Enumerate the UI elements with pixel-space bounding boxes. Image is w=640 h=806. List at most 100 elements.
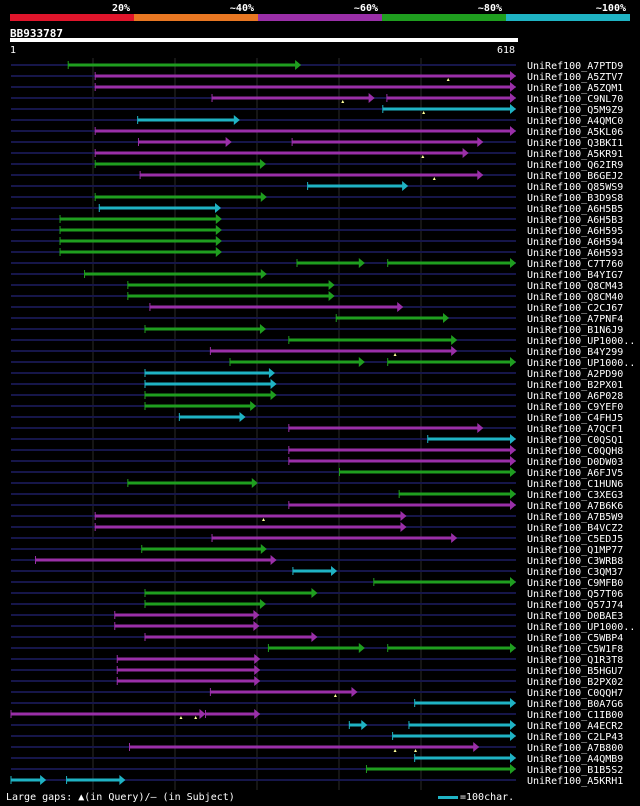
alignment-segment[interactable] [95, 151, 464, 155]
alignment-segment[interactable] [336, 316, 444, 320]
hit-row[interactable]: UniRef100_B4Y299 [11, 346, 623, 358]
hit-row[interactable]: UniRef100_Q8CM40 [11, 291, 623, 303]
hit-row[interactable]: UniRef100_A5ZQM1 [11, 82, 623, 94]
hit-row[interactable]: UniRef100_B6GEJ2 [11, 170, 623, 182]
alignment-segment[interactable] [373, 580, 511, 584]
alignment-segment[interactable] [95, 85, 512, 89]
hit-row[interactable]: UniRef100_C2LP43 [11, 731, 623, 743]
alignment-segment[interactable] [60, 250, 217, 254]
hit-label[interactable]: UniRef100_Q1R3T8 [527, 655, 623, 666]
hit-row[interactable]: UniRef100_UP1000.. [11, 357, 635, 369]
hit-row[interactable]: UniRef100_B2PX02 [11, 676, 623, 688]
alignment-segment[interactable] [339, 470, 511, 474]
alignment-segment[interactable] [35, 558, 272, 562]
alignment-segment[interactable] [145, 602, 261, 606]
hit-label[interactable]: UniRef100_A5KR91 [527, 149, 623, 160]
hit-row[interactable]: UniRef100_C1HUN6 [11, 478, 623, 490]
hit-row[interactable]: UniRef100_B5HGU7 [11, 665, 623, 677]
hit-row[interactable]: UniRef100_C0QQH8 [11, 445, 623, 457]
hit-row[interactable]: UniRef100_Q1MP77 [11, 544, 623, 556]
hit-label[interactable]: UniRef100_A7B5W9 [527, 512, 623, 523]
hit-row[interactable]: UniRef100_D0DW03 [11, 456, 623, 468]
alignment-segment[interactable] [297, 261, 360, 265]
alignment-segment[interactable] [117, 657, 256, 661]
hit-row[interactable]: UniRef100_C5WBP4 [11, 632, 623, 644]
hit-label[interactable]: UniRef100_B2PX02 [527, 677, 623, 688]
alignment-segment[interactable] [382, 107, 511, 111]
hit-row[interactable]: UniRef100_C4FHJ5 [11, 412, 623, 424]
hit-label[interactable]: UniRef100_C7T760 [527, 259, 623, 270]
hit-label[interactable]: UniRef100_Q8CM40 [527, 292, 623, 303]
alignment-segment[interactable] [392, 734, 511, 738]
hit-label[interactable]: UniRef100_C4FHJ5 [527, 413, 623, 424]
hit-label[interactable]: UniRef100_C9YEF0 [527, 402, 623, 413]
hit-label[interactable]: UniRef100_Q57J74 [527, 600, 623, 611]
alignment-segment[interactable] [66, 778, 121, 782]
hit-label[interactable]: UniRef100_A6H5B5 [527, 204, 623, 215]
alignment-segment[interactable] [145, 371, 270, 375]
hit-label[interactable]: UniRef100_Q1MP77 [527, 545, 623, 556]
hit-label[interactable]: UniRef100_C3WRB8 [527, 556, 623, 567]
hit-label[interactable]: UniRef100_C1HUN6 [527, 479, 623, 490]
hit-row[interactable]: UniRef100_Q8CM43 [11, 280, 623, 292]
hit-row[interactable]: UniRef100_Q1R3T8 [11, 654, 623, 666]
hit-row[interactable]: UniRef100_C9YEF0 [11, 401, 623, 413]
hit-row[interactable]: UniRef100_Q62IR9 [11, 159, 623, 171]
hit-label[interactable]: UniRef100_B6GEJ2 [527, 171, 623, 182]
alignment-segment[interactable] [205, 712, 256, 716]
hit-row[interactable]: UniRef100_A6H593 [11, 247, 623, 259]
hit-label[interactable]: UniRef100_A5KL06 [527, 127, 623, 138]
hit-row[interactable]: UniRef100_A7B6K6 [11, 500, 623, 512]
hit-label[interactable]: UniRef100_B3D9S8 [527, 193, 623, 204]
alignment-segment[interactable] [145, 404, 252, 408]
alignment-segment[interactable] [145, 591, 313, 595]
alignment-segment[interactable] [210, 690, 353, 694]
alignment-segment[interactable] [60, 228, 217, 232]
hit-label[interactable]: UniRef100_A5KRH1 [527, 776, 623, 787]
alignment-segment[interactable] [114, 613, 255, 617]
alignment-segment[interactable] [145, 393, 272, 397]
alignment-segment[interactable] [387, 360, 511, 364]
alignment-segment[interactable] [11, 712, 201, 716]
alignment-segment[interactable] [288, 503, 511, 507]
alignment-segment[interactable] [366, 767, 511, 771]
hit-label[interactable]: UniRef100_A5ZTV7 [527, 72, 623, 83]
hit-label[interactable]: UniRef100_C0QQH8 [527, 446, 623, 457]
hit-label[interactable]: UniRef100_D0BAE3 [527, 611, 623, 622]
hit-label[interactable]: UniRef100_C5W1F8 [527, 644, 623, 655]
alignment-segment[interactable] [288, 426, 479, 430]
alignment-segment[interactable] [95, 525, 402, 529]
hit-row[interactable]: UniRef100_C3QM37 [11, 566, 623, 578]
hit-row[interactable]: UniRef100_B1B5S2 [11, 764, 623, 776]
alignment-segment[interactable] [95, 195, 262, 199]
alignment-segment[interactable] [268, 646, 360, 650]
alignment-segment[interactable] [288, 338, 453, 342]
alignment-segment[interactable] [95, 514, 402, 518]
alignment-segment[interactable] [292, 569, 333, 573]
hit-row[interactable]: UniRef100_A4ECR2 [11, 720, 623, 732]
alignment-segment[interactable] [138, 140, 227, 144]
hit-label[interactable]: UniRef100_C0QSQ1 [527, 435, 623, 446]
alignment-segment[interactable] [149, 305, 399, 309]
hit-label[interactable]: UniRef100_UP1000.. [527, 336, 635, 347]
hit-label[interactable]: UniRef100_A4ECR2 [527, 721, 623, 732]
hit-row[interactable]: UniRef100_B4VCZ2 [11, 522, 623, 534]
alignment-segment[interactable] [145, 382, 272, 386]
hit-row[interactable]: UniRef100_Q57T06 [11, 588, 623, 600]
alignment-segment[interactable] [127, 294, 330, 298]
hit-row[interactable]: UniRef100_A4QMC0 [11, 115, 623, 127]
alignment-segment[interactable] [414, 756, 511, 760]
hit-label[interactable]: UniRef100_UP1000.. [527, 358, 635, 369]
alignment-segment[interactable] [60, 239, 217, 243]
hit-label[interactable]: UniRef100_A7PTD9 [527, 61, 623, 72]
alignment-segment[interactable] [137, 118, 235, 122]
hit-row[interactable]: UniRef100_C1IB00 [10, 709, 623, 721]
hit-row[interactable]: UniRef100_A5ZTV7 [11, 71, 623, 83]
alignment-segment[interactable] [11, 778, 42, 782]
hit-row[interactable]: UniRef100_B4YIG7 [11, 269, 623, 281]
hit-label[interactable]: UniRef100_C0QQH7 [527, 688, 623, 699]
hit-label[interactable]: UniRef100_A6P028 [527, 391, 623, 402]
hit-label[interactable]: UniRef100_A7B6K6 [527, 501, 623, 512]
hit-label[interactable]: UniRef100_D0DW03 [527, 457, 623, 468]
hit-row[interactable]: UniRef100_UP1000.. [11, 621, 635, 633]
